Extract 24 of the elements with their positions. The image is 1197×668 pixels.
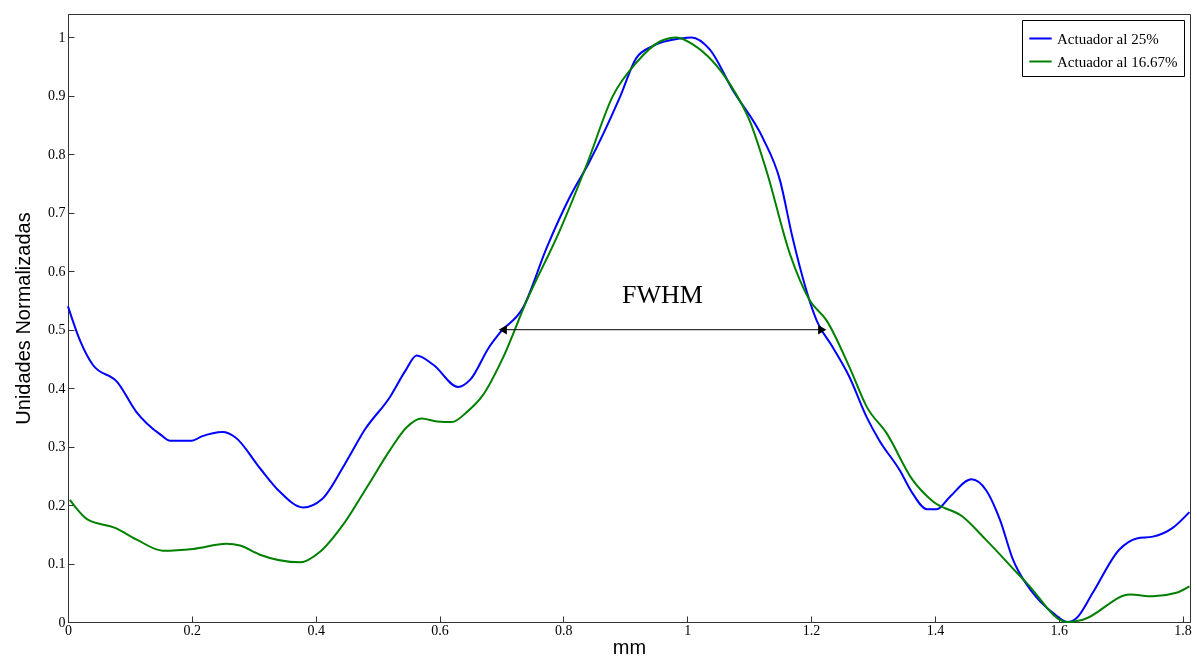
y-tick-label: 0.4	[48, 380, 66, 396]
y-tick-label: 0.3	[48, 439, 66, 455]
x-tick-label: 0.6	[431, 622, 449, 638]
y-tick-label: 0.6	[48, 263, 66, 279]
x-tick-label: 0.2	[183, 622, 202, 638]
x-tick-label: 1.8	[1174, 622, 1192, 638]
legend-label: Actuador al 16.67%	[1057, 53, 1178, 70]
x-tick-label: 1.6	[1050, 622, 1068, 638]
x-tick-label: 0.4	[307, 622, 325, 638]
y-tick-label: 0.9	[48, 88, 66, 104]
y-tick-label: 0.5	[48, 322, 66, 338]
x-tick-label: 0.8	[555, 622, 573, 638]
y-tick-label: 0.8	[48, 146, 66, 162]
y-tick-label: 0.7	[48, 205, 66, 221]
legend-label: Actuador al 25%	[1057, 30, 1159, 47]
y-axis-title: Unidades Normalizadas	[12, 212, 34, 425]
x-axis-title: mm	[612, 635, 647, 658]
x-tick-label: 1.2	[802, 622, 821, 638]
annotation: FWHM	[622, 279, 703, 309]
x-tick-label: 1.4	[926, 622, 945, 638]
y-tick-label: 0.2	[48, 497, 66, 513]
y-tick-label: 1	[58, 29, 66, 45]
y-tick-label: 0.1	[48, 556, 66, 572]
x-tick-label: 1	[684, 622, 692, 638]
